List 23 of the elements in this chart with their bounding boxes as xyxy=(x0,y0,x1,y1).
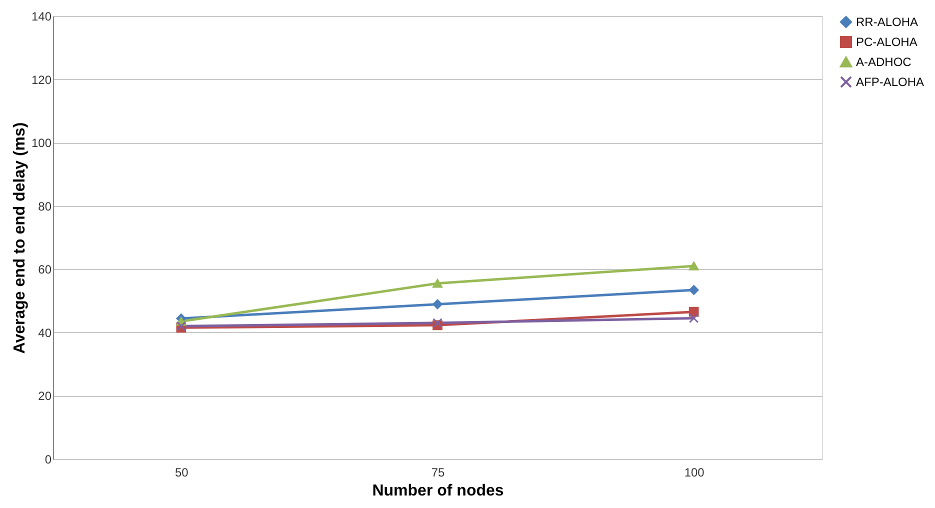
legend-label: AFP-ALOHA xyxy=(856,75,924,89)
point xyxy=(688,262,699,270)
y-axis-title: Average end to end delay (ms) xyxy=(11,122,28,354)
point xyxy=(688,313,699,324)
y-tick-label: 140 xyxy=(31,10,52,24)
x-tick-label: 100 xyxy=(684,466,705,480)
x-tick-label: 50 xyxy=(174,466,189,480)
legend-label: RR-ALOHA xyxy=(856,15,918,29)
y-tick-label: 0 xyxy=(44,452,52,466)
y-tick-label: 20 xyxy=(38,389,52,404)
y-tick-label: 80 xyxy=(38,199,52,214)
legend-label: PC-ALOHA xyxy=(856,35,918,49)
point xyxy=(688,285,699,295)
point xyxy=(432,279,442,288)
point xyxy=(432,299,442,310)
y-tick-label: 40 xyxy=(38,326,52,340)
y-tick-label: 120 xyxy=(31,72,52,87)
point xyxy=(432,318,442,328)
y-tick-label: 100 xyxy=(31,136,52,150)
x-tick-label: 75 xyxy=(431,466,445,480)
legend-label: A-ADHOC xyxy=(856,55,912,69)
y-tick-label: 60 xyxy=(38,262,52,277)
x-axis-title: Number of nodes xyxy=(372,482,504,500)
